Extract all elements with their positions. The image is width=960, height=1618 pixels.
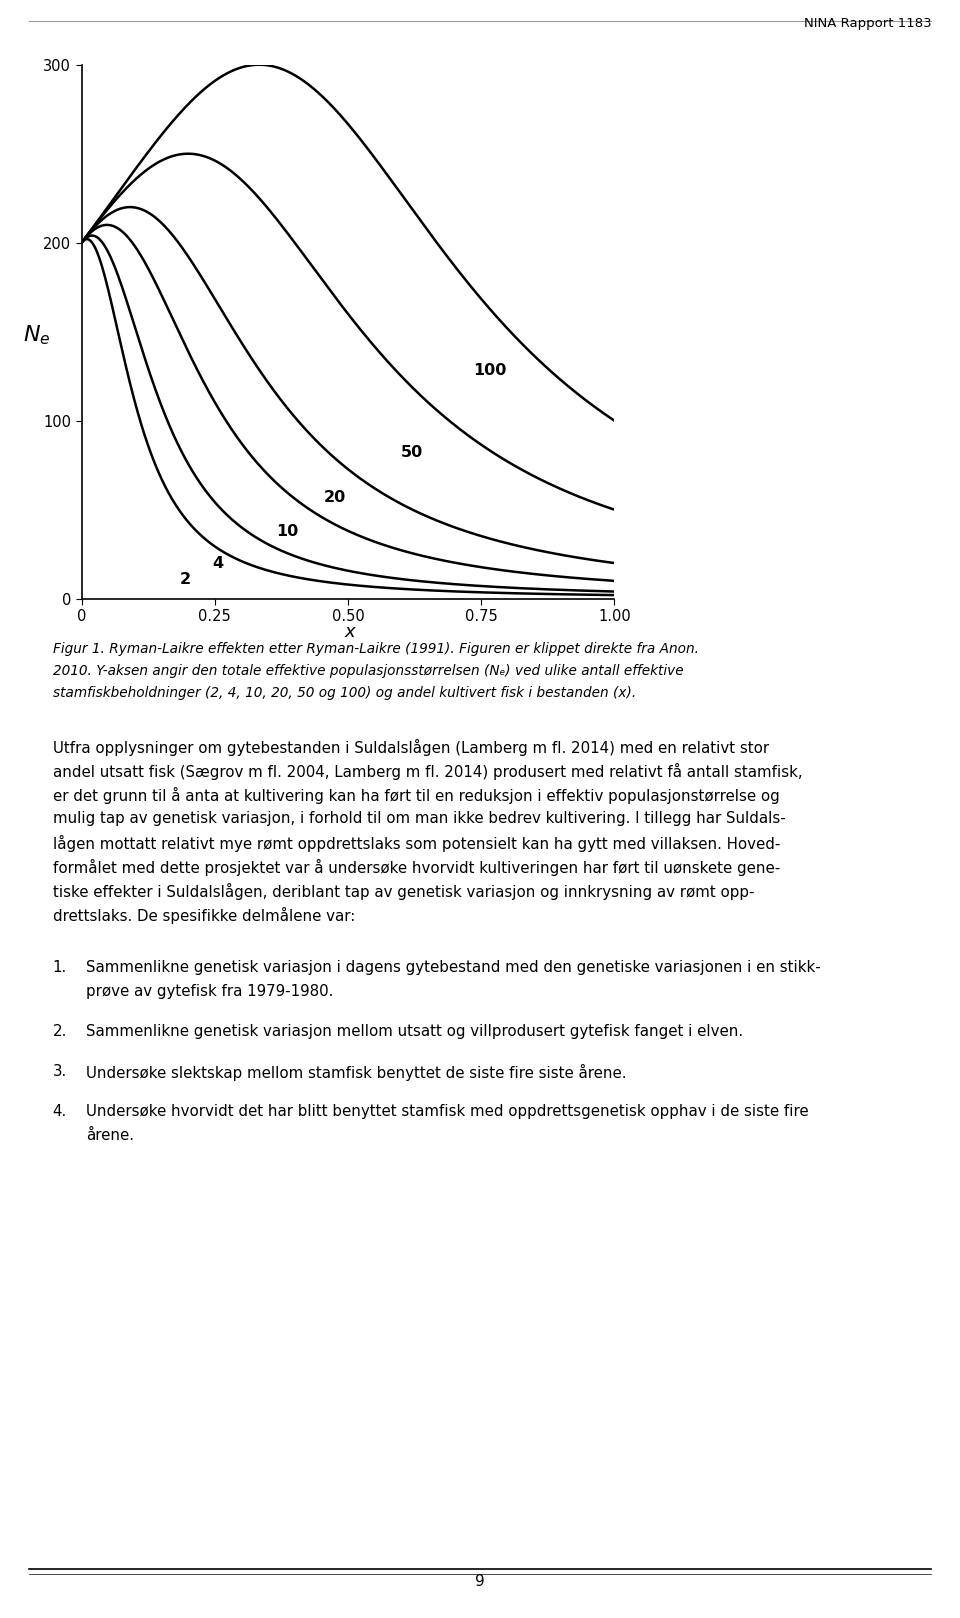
Text: Undersøke slektskap mellom stamfisk benyttet de siste fire siste årene.: Undersøke slektskap mellom stamfisk beny… xyxy=(86,1065,627,1081)
Text: 10: 10 xyxy=(276,524,299,539)
Text: 1.: 1. xyxy=(53,959,67,976)
Text: Sammenlikne genetisk variasjon i dagens gytebestand med den genetiske variasjone: Sammenlikne genetisk variasjon i dagens … xyxy=(86,959,821,976)
Text: andel utsatt fisk (Sægrov m fl. 2004, Lamberg m fl. 2014) produsert med relativt: andel utsatt fisk (Sægrov m fl. 2004, La… xyxy=(53,764,803,780)
Text: tiske effekter i Suldalslågen, deriblant tap av genetisk variasjon og innkrysnin: tiske effekter i Suldalslågen, deriblant… xyxy=(53,883,755,900)
Text: $\mathit{N}_e$: $\mathit{N}_e$ xyxy=(23,324,50,346)
Text: er det grunn til å anta at kultivering kan ha ført til en reduksjon i effektiv p: er det grunn til å anta at kultivering k… xyxy=(53,788,780,804)
Text: drettslaks. De spesifikke delmålene var:: drettslaks. De spesifikke delmålene var: xyxy=(53,908,355,924)
Text: 100: 100 xyxy=(473,364,507,379)
Text: 4: 4 xyxy=(212,555,224,571)
Text: 9: 9 xyxy=(475,1574,485,1589)
Text: prøve av gytefisk fra 1979-1980.: prøve av gytefisk fra 1979-1980. xyxy=(86,984,334,998)
Text: 50: 50 xyxy=(401,445,423,460)
Text: Utfra opplysninger om gytebestanden i Suldalslågen (Lamberg m fl. 2014) med en r: Utfra opplysninger om gytebestanden i Su… xyxy=(53,739,769,757)
Text: Figur 1. Ryman-Laikre effekten etter Ryman-Laikre (1991). Figuren er klippet dir: Figur 1. Ryman-Laikre effekten etter Rym… xyxy=(53,642,699,657)
Text: 2010. Y-aksen angir den totale effektive populasjonsstørrelsen (Nₑ) ved ulike an: 2010. Y-aksen angir den totale effektive… xyxy=(53,663,684,678)
Text: 20: 20 xyxy=(324,490,347,505)
Text: 2: 2 xyxy=(180,571,191,587)
Text: årene.: årene. xyxy=(86,1128,134,1144)
Text: Undersøke hvorvidt det har blitt benyttet stamfisk med oppdrettsgenetisk opphav : Undersøke hvorvidt det har blitt benytte… xyxy=(86,1105,809,1120)
Text: 4.: 4. xyxy=(53,1105,67,1120)
Text: stamfiskbeholdninger (2, 4, 10, 20, 50 og 100) og andel kultivert fisk i bestand: stamfiskbeholdninger (2, 4, 10, 20, 50 o… xyxy=(53,686,636,701)
Text: formålet med dette prosjektet var å undersøke hvorvidt kultiveringen har ført ti: formålet med dette prosjektet var å unde… xyxy=(53,859,780,877)
Text: $\mathit{x}$: $\mathit{x}$ xyxy=(344,623,357,641)
Text: mulig tap av genetisk variasjon, i forhold til om man ikke bedrev kultivering. I: mulig tap av genetisk variasjon, i forho… xyxy=(53,811,785,827)
Text: Sammenlikne genetisk variasjon mellom utsatt og villprodusert gytefisk fanget i : Sammenlikne genetisk variasjon mellom ut… xyxy=(86,1024,744,1039)
Text: 2.: 2. xyxy=(53,1024,67,1039)
Text: NINA Rapport 1183: NINA Rapport 1183 xyxy=(804,18,931,31)
Text: 3.: 3. xyxy=(53,1065,67,1079)
Text: lågen mottatt relativt mye rømt oppdrettslaks som potensielt kan ha gytt med vil: lågen mottatt relativt mye rømt oppdrett… xyxy=(53,835,780,853)
